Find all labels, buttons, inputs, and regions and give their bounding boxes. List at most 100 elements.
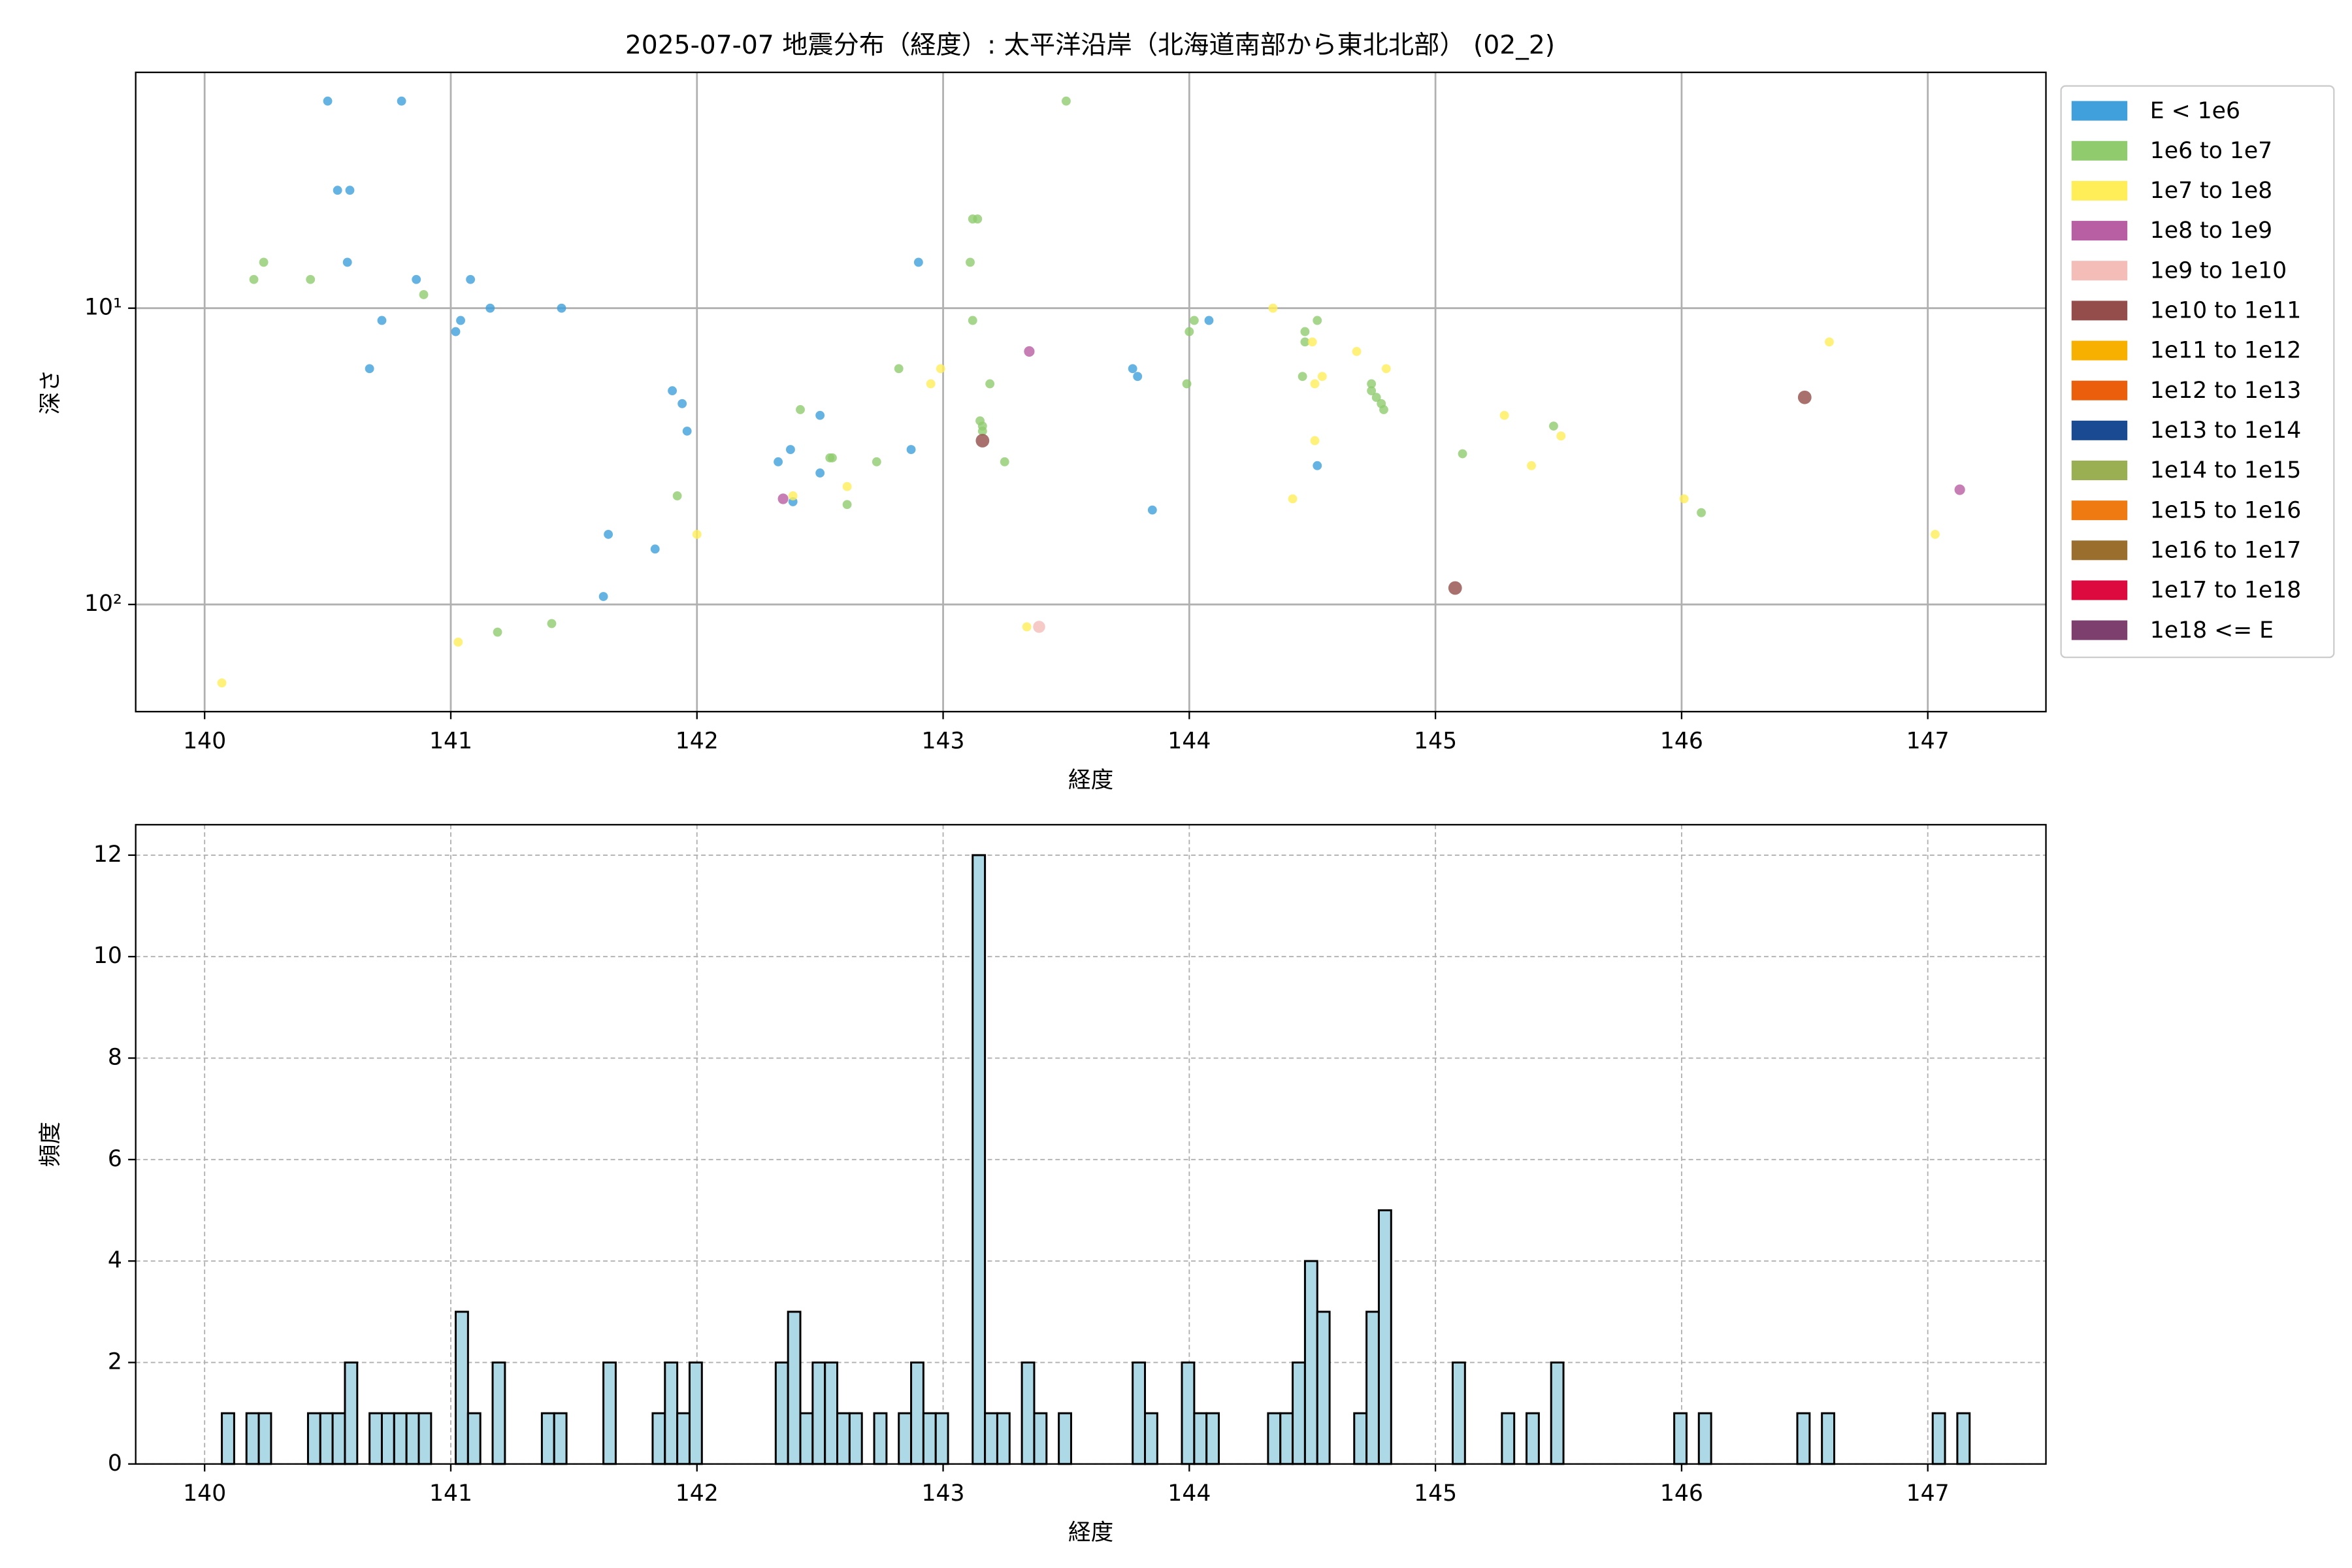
data-point: [650, 544, 660, 554]
histogram-bar: [1267, 1412, 1282, 1465]
data-point: [306, 274, 316, 284]
data-point: [1310, 436, 1320, 446]
histogram-bar: [676, 1412, 691, 1465]
histogram-bar: [811, 1361, 826, 1465]
data-point: [1147, 505, 1157, 515]
data-point: [1317, 372, 1327, 382]
legend-label: 1e10 to 1e11: [2150, 298, 2301, 324]
data-point: [1448, 581, 1462, 595]
data-point: [828, 453, 837, 463]
data-point: [1033, 621, 1045, 633]
data-point: [1024, 346, 1035, 357]
data-point: [777, 493, 789, 504]
histogram-bar: [1058, 1412, 1072, 1465]
x-tick-label: 142: [676, 728, 719, 754]
histogram-bar: [774, 1361, 789, 1465]
data-point: [1458, 449, 1467, 459]
legend-swatch: [2071, 140, 2128, 161]
data-point: [1367, 379, 1377, 389]
data-point: [1310, 379, 1320, 389]
legend-label: 1e14 to 1e15: [2150, 457, 2301, 483]
data-point: [604, 529, 613, 539]
histogram-bar: [540, 1412, 555, 1465]
histogram-bar: [1353, 1412, 1368, 1465]
legend-label: 1e15 to 1e16: [2150, 497, 2301, 523]
legend-label: 1e7 to 1e8: [2150, 178, 2272, 204]
data-point: [796, 405, 805, 414]
data-point: [985, 379, 995, 389]
data-point: [342, 257, 352, 267]
data-point: [1062, 96, 1071, 106]
data-point: [217, 678, 227, 688]
histogram-bar: [1193, 1412, 1208, 1465]
histogram-bar: [553, 1412, 568, 1465]
histogram-bar: [1365, 1311, 1380, 1465]
data-point: [1300, 327, 1310, 336]
legend-label: 1e8 to 1e9: [2150, 218, 2272, 244]
data-point: [345, 186, 355, 195]
data-point: [786, 445, 795, 454]
histogram-bar: [405, 1412, 420, 1465]
histogram-bar: [380, 1412, 395, 1465]
histogram-bar: [344, 1361, 359, 1465]
histogram-bar: [996, 1412, 1011, 1465]
data-point: [1000, 457, 1009, 466]
data-point: [1954, 484, 1965, 495]
data-point: [1184, 327, 1194, 336]
data-point: [894, 364, 904, 374]
y-tick-label: 0: [108, 1450, 122, 1477]
histogram-bar: [1303, 1260, 1318, 1465]
histogram-bar: [972, 854, 987, 1465]
histogram-bar: [922, 1412, 937, 1465]
legend-swatch: [2071, 301, 2128, 321]
data-point: [485, 303, 495, 313]
data-point: [1556, 431, 1566, 441]
histogram-bar: [799, 1412, 814, 1465]
histogram-bar: [688, 1361, 703, 1465]
data-point: [453, 637, 463, 647]
data-point: [936, 364, 945, 374]
data-point: [1128, 364, 1137, 374]
data-point: [397, 96, 406, 106]
y-tick-label: 2: [108, 1348, 122, 1375]
data-point: [1268, 303, 1278, 313]
data-point: [1189, 316, 1199, 325]
data-point: [365, 364, 374, 374]
y-tick-label: 10²: [84, 591, 122, 617]
data-point: [451, 327, 461, 336]
x-tick-label: 143: [922, 728, 965, 754]
x-tick-label: 146: [1660, 728, 1703, 754]
data-point: [1697, 508, 1706, 517]
legend-swatch: [2071, 101, 2128, 121]
plot-frame: [135, 824, 2047, 1465]
data-point: [1288, 494, 1298, 504]
histogram-bar: [984, 1412, 998, 1465]
x-tick-label: 145: [1414, 728, 1457, 754]
histogram-bar: [1931, 1412, 1946, 1465]
histogram-bar: [848, 1412, 863, 1465]
y-axis-label: 深さ: [37, 369, 63, 414]
data-point: [973, 214, 983, 224]
histogram-bar: [1451, 1361, 1466, 1465]
histogram-bar: [491, 1361, 506, 1465]
legend-label: 1e18 <= E: [2150, 617, 2274, 644]
histogram-bar: [1501, 1412, 1516, 1465]
legend-swatch: [2071, 180, 2128, 201]
x-axis-label: 経度: [1068, 767, 1113, 793]
legend-swatch: [2071, 420, 2128, 440]
data-point: [249, 274, 259, 284]
data-point: [1298, 372, 1307, 382]
data-point: [842, 482, 852, 491]
histogram-bar: [331, 1412, 346, 1465]
data-point: [668, 386, 678, 396]
data-point: [977, 426, 987, 436]
y-axis-label: 頻度: [37, 1122, 63, 1167]
histogram-bar: [306, 1412, 321, 1465]
data-point: [815, 468, 825, 478]
x-tick-label: 146: [1660, 1480, 1703, 1507]
x-tick-label: 145: [1414, 1480, 1457, 1507]
y-tick-label: 6: [108, 1146, 122, 1172]
histogram-bar: [898, 1412, 913, 1465]
data-point: [692, 529, 702, 539]
